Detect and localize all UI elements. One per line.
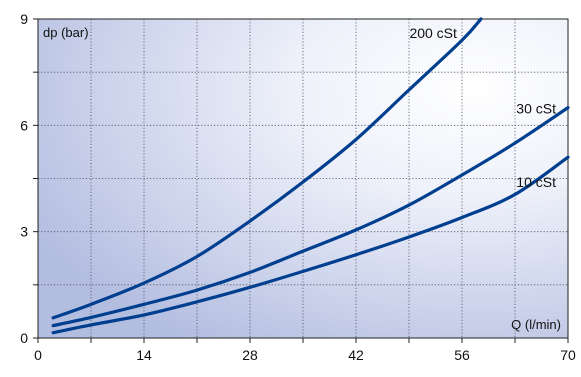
plot-frame — [33, 18, 569, 343]
x-tick-labels: 0 14 28 42 56 70 — [34, 347, 576, 363]
y-tick-labels: 0 3 6 9 — [20, 11, 28, 346]
x-tick-label: 42 — [348, 347, 364, 363]
series-lines — [51, 17, 570, 335]
plot-area — [38, 19, 568, 338]
y-tick-label: 0 — [20, 330, 28, 346]
x-tick-label: 28 — [242, 347, 258, 363]
y-tick-label: 3 — [20, 224, 28, 240]
grid-lines — [38, 19, 568, 338]
y-tick-label: 6 — [20, 117, 28, 133]
series-label: 200 cSt — [409, 25, 457, 41]
series-line-10-cst — [51, 155, 570, 335]
series-line-200-cst — [51, 17, 483, 320]
series-line-30-cst — [51, 106, 570, 328]
series-labels: 10 cSt 30 cSt 200 cSt — [409, 25, 556, 190]
x-tick-label: 56 — [454, 347, 470, 363]
series-label: 30 cSt — [516, 101, 556, 117]
x-tick-label: 0 — [34, 347, 42, 363]
x-tick-label: 70 — [560, 347, 576, 363]
series-label: 10 cSt — [516, 174, 556, 190]
y-tick-label: 9 — [20, 11, 28, 27]
y-axis-label: dp (bar) — [43, 25, 89, 40]
x-tick-label: 14 — [136, 347, 152, 363]
x-axis-label: Q (l/min) — [511, 317, 561, 332]
